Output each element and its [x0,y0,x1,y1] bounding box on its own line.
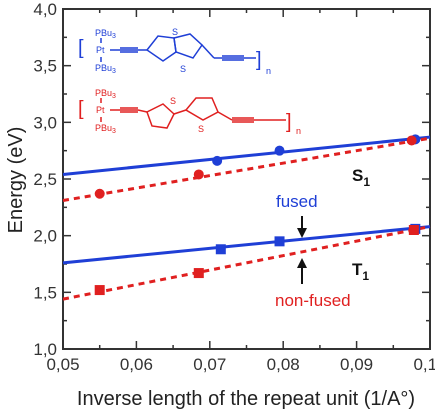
fused-pt: Pt [96,45,105,55]
fused-n: n [266,66,271,76]
x-tick-labels: 0,05 0,06 0,07 0,08 0,09 0,10 [46,355,435,374]
plot-frame [62,8,431,350]
non-fused-arrow [297,258,307,284]
fit-lines [62,135,431,301]
nonfused-s-left: S [170,96,176,106]
nonfused-bracket-open: [ [78,98,84,120]
fused-s-top: S [172,27,178,37]
nonfused-pbu3-bottom: PBu3 [95,123,116,135]
nonfused-pbu3-top: PBu3 [95,88,116,100]
y-tick-label: 4,0 [33,0,57,19]
fused-pbu3-bottom: PBu3 [95,63,116,75]
y-tick-label: 2,5 [33,170,57,189]
fused-bracket-close: ] [256,49,262,71]
s1-label-main: S [352,166,363,185]
point-t1-non-fused [94,285,105,296]
y-tick-labels: 1,0 1,5 2,0 2,5 3,0 3,5 4,0 [33,0,57,359]
y-tick-label: 1,0 [33,340,57,359]
nonfused-bracket-close: ] [286,111,292,133]
fused-polymer-structure: [ PBu3 Pt PBu3 S S ] n [78,27,271,76]
x-tick-label: 0,05 [46,355,79,374]
y-tick-label: 3,5 [33,57,57,76]
y-tick-label: 3,0 [33,113,57,132]
point-s1-non-fused [406,135,417,146]
fit-line-s1-fused [62,135,431,176]
nonfused-pt: Pt [96,105,105,115]
point-t1-non-fused [193,268,204,279]
fit-line-t1-non-fused [62,225,431,301]
non-fused-label: non-fused [275,291,351,310]
point-s1-non-fused [193,169,204,180]
nonfused-s-right: S [198,124,204,134]
nonfused-polymer-structure: [ PBu3 Pt PBu3 S S ] n [78,88,301,136]
point-s1-fused [212,155,223,166]
fused-label: fused [276,192,318,211]
point-s1-fused [274,145,285,156]
fit-line-t1-fused [62,225,431,265]
data-points [94,134,421,296]
y-axis-title: Energy (eV) [5,127,27,234]
t1-label-sub: 1 [362,269,369,283]
fit-line-s1-non-fused [62,136,431,203]
x-tick-label: 0,06 [120,355,153,374]
s1-label: S1 [352,166,370,189]
x-tick-label: 0,09 [340,355,373,374]
x-tick-label: 0,08 [267,355,300,374]
fused-bracket-open: [ [78,37,84,59]
point-s1-non-fused [94,188,105,199]
nonfused-n: n [296,126,301,136]
x-tick-label: 0,10 [413,355,435,374]
axis-ticks [62,8,431,350]
t1-label: T1 [352,260,369,283]
fused-pbu3-top: PBu3 [95,28,116,40]
point-t1-fused [274,236,285,247]
t1-label-main: T [352,260,363,279]
x-tick-label: 0,07 [193,355,226,374]
point-t1-fused [215,244,226,255]
x-axis-title: Inverse length of the repeat unit (1/A°) [77,388,415,410]
fused-arrow [297,216,307,238]
point-t1-non-fused [408,225,419,235]
s1-label-sub: 1 [363,175,370,189]
fused-s-bottom: S [180,64,186,74]
y-tick-label: 2,0 [33,227,57,246]
y-tick-label: 1,5 [33,283,57,302]
